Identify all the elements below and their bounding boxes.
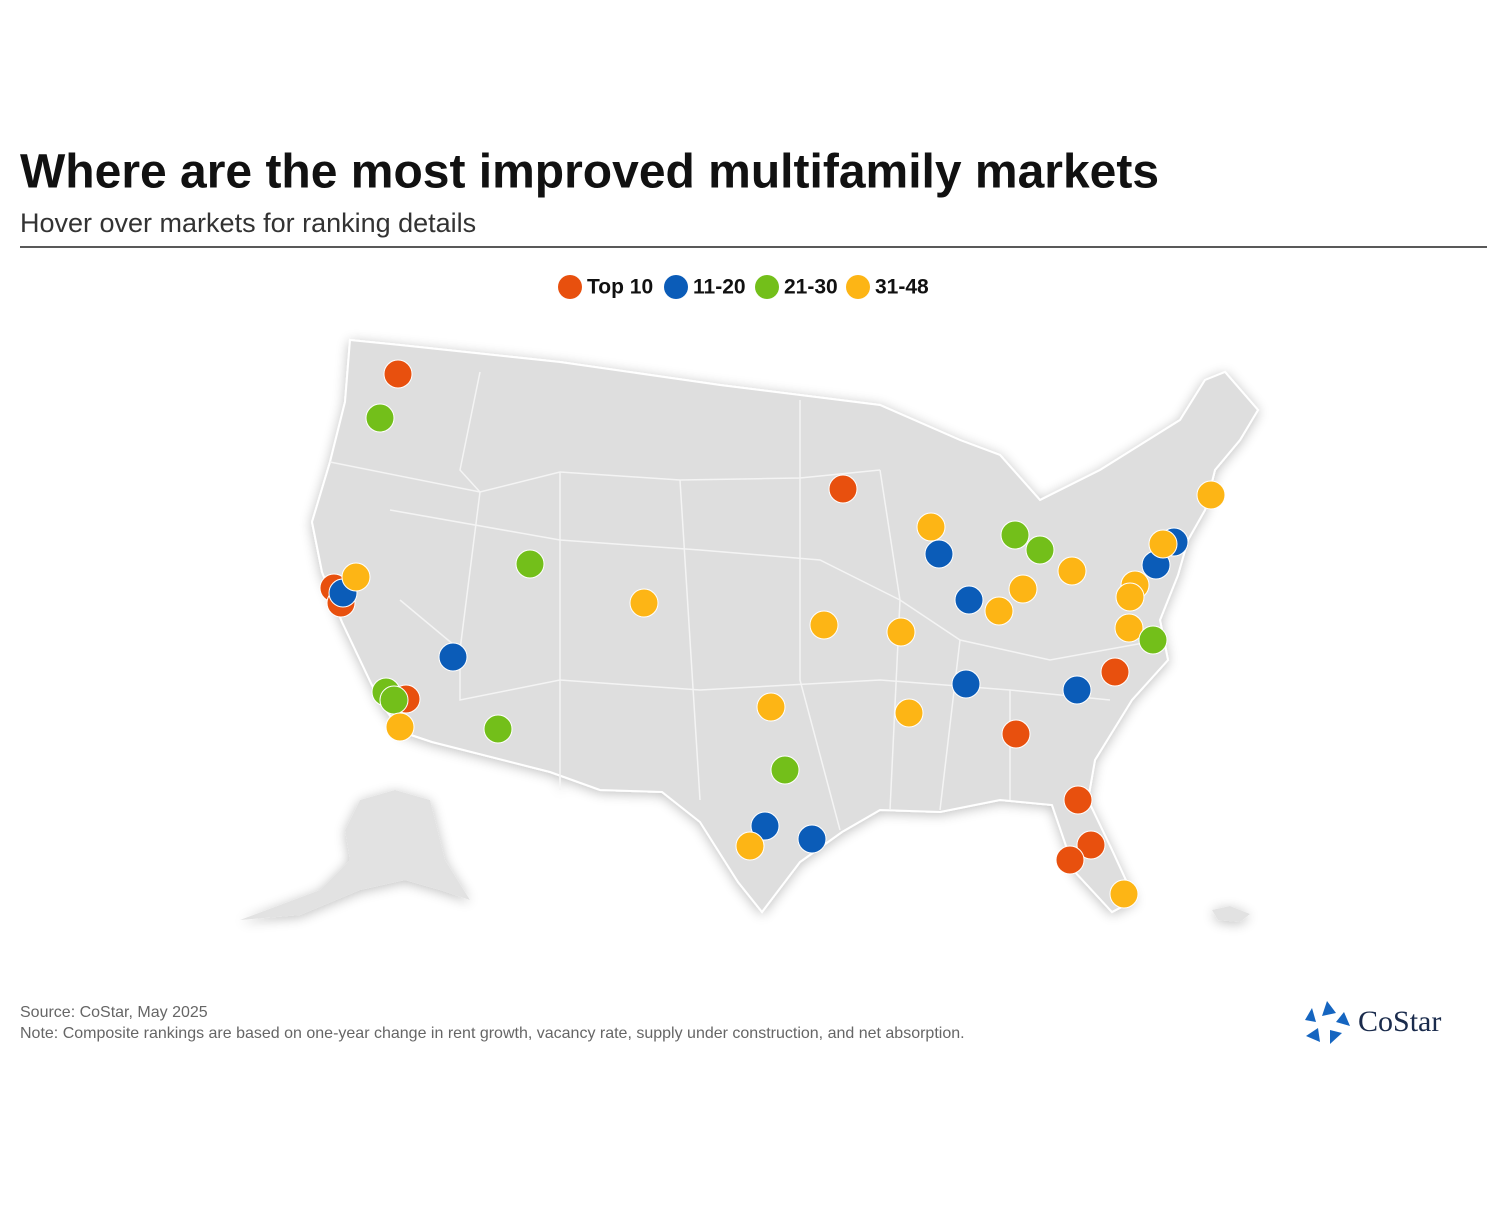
market-dot: [1062, 675, 1092, 705]
market-dot: [951, 669, 981, 699]
market-dot: [924, 539, 954, 569]
logo-icon: [1305, 1001, 1350, 1044]
legend-swatch: [558, 275, 582, 299]
legend-swatch: [846, 275, 870, 299]
market-dot: [1001, 719, 1031, 749]
us-map: [240, 338, 1260, 922]
legend-swatch: [664, 275, 688, 299]
market-dot: [828, 474, 858, 504]
market-dot: [341, 562, 371, 592]
market-dot: [1196, 480, 1226, 510]
market-dot: [1138, 625, 1168, 655]
legend-swatch: [755, 275, 779, 299]
subtitle: Hover over markets for ranking details: [20, 208, 476, 238]
market-dot: [1055, 845, 1085, 875]
alaska: [240, 790, 470, 920]
market-dot: [750, 811, 780, 841]
market-dot: [629, 588, 659, 618]
market-dot: [1057, 556, 1087, 586]
market-dot: [385, 712, 415, 742]
market-dot: [383, 359, 413, 389]
market-dot: [797, 824, 827, 854]
market-dot: [438, 642, 468, 672]
logo-text: CoStar: [1358, 1005, 1441, 1038]
legend-label: 21-30: [784, 276, 838, 299]
market-dot: [1076, 830, 1106, 860]
market-dot: [365, 403, 395, 433]
legend: Top 10 11-20 21-30 31-48: [558, 275, 929, 299]
market-dot: [1114, 613, 1144, 643]
market-dot: [954, 585, 984, 615]
market-dot: [886, 617, 916, 647]
legend-label: 31-48: [875, 276, 929, 299]
logo: CoStar: [1305, 1001, 1441, 1044]
source: Source: CoStar, May 2025: [20, 1004, 208, 1021]
market-dot: [1100, 657, 1130, 687]
note: Note: Composite rankings are based on on…: [20, 1025, 965, 1042]
title: Where are the most improved multifamily …: [20, 146, 1159, 199]
market-dot: [1109, 879, 1139, 909]
contiguous-us: [310, 338, 1260, 914]
market-dots: [319, 359, 1226, 909]
market-dot: [916, 512, 946, 542]
market-dot: [515, 549, 545, 579]
market-dot: [379, 685, 409, 715]
market-dot: [809, 610, 839, 640]
market-dot: [756, 692, 786, 722]
market-dot: [984, 596, 1014, 626]
market-dot: [1025, 535, 1055, 565]
market-dot: [483, 714, 513, 744]
market-dot: [1000, 520, 1030, 550]
legend-label: 11-20: [693, 276, 746, 299]
market-dot: [1148, 529, 1178, 559]
market-dot: [1063, 785, 1093, 815]
market-dot: [770, 755, 800, 785]
legend-label: Top 10: [587, 276, 653, 299]
market-dot: [1115, 582, 1145, 612]
market-dot: [735, 831, 765, 861]
market-dot: [894, 698, 924, 728]
hawaii: [1212, 906, 1250, 922]
market-dot: [1008, 574, 1038, 604]
